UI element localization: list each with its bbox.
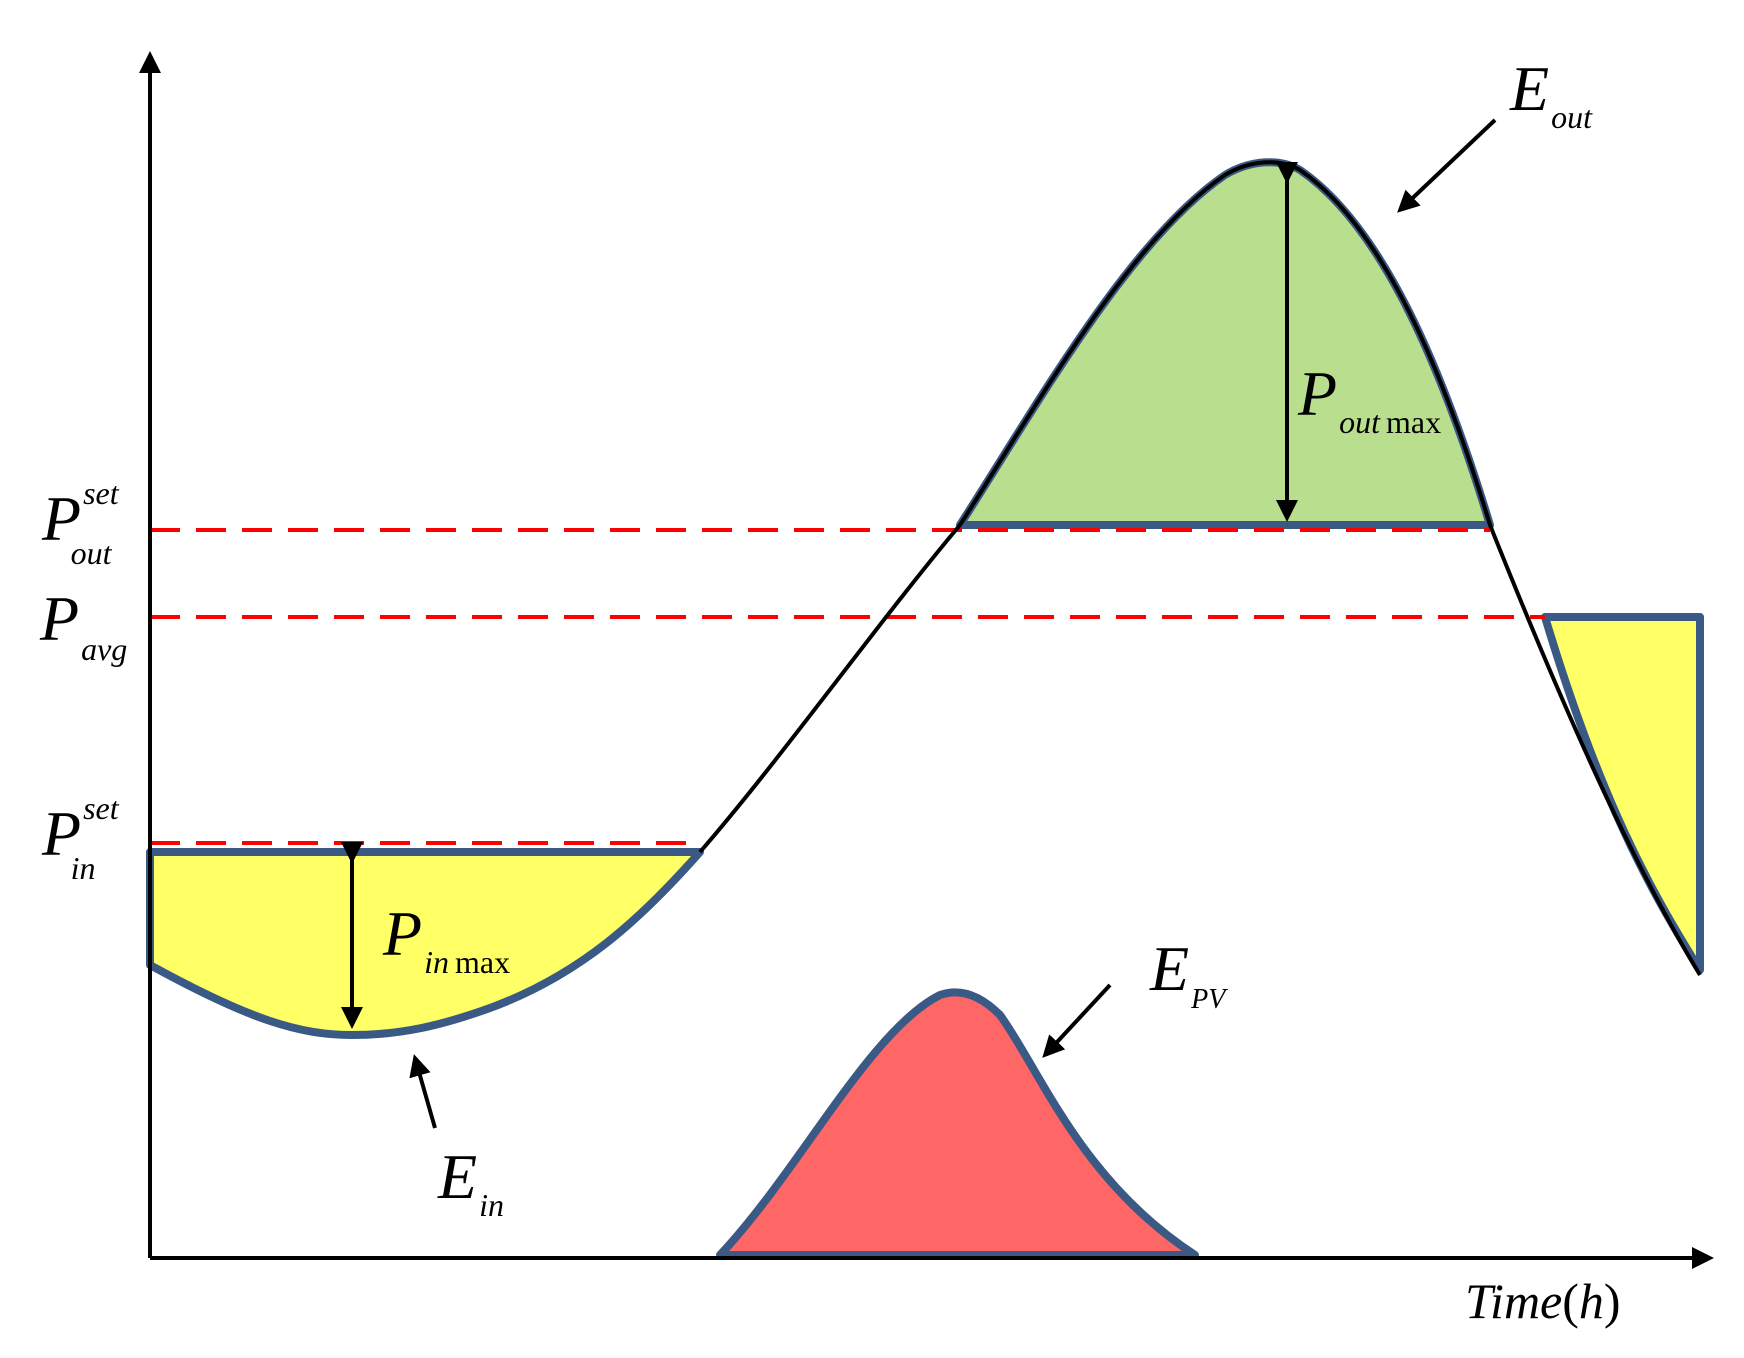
p-out-max-label: Pout max <box>1297 358 1441 440</box>
power-curve <box>698 160 1702 977</box>
e-avg-region <box>1541 613 1704 974</box>
e-out-region <box>956 158 1494 529</box>
e-pv-pointer <box>1042 983 1112 1058</box>
e-in-label: Ein <box>437 1141 504 1223</box>
e-pv-label: EPV <box>1149 933 1228 1015</box>
p-in-max-label: Pin max <box>382 898 510 980</box>
e-in-pointer <box>409 1054 437 1129</box>
e-out-label: Eout <box>1509 53 1593 135</box>
p-avg-label: Pavg <box>39 583 127 667</box>
e-out-pointer <box>1397 118 1497 213</box>
e-pv-region <box>716 988 1199 1259</box>
e-in-region <box>146 848 704 1039</box>
p-out-set-label: Pset out <box>41 475 120 571</box>
x-axis-label: Time(h) <box>1465 1273 1621 1329</box>
p-in-set-label: Pset in <box>41 790 120 886</box>
